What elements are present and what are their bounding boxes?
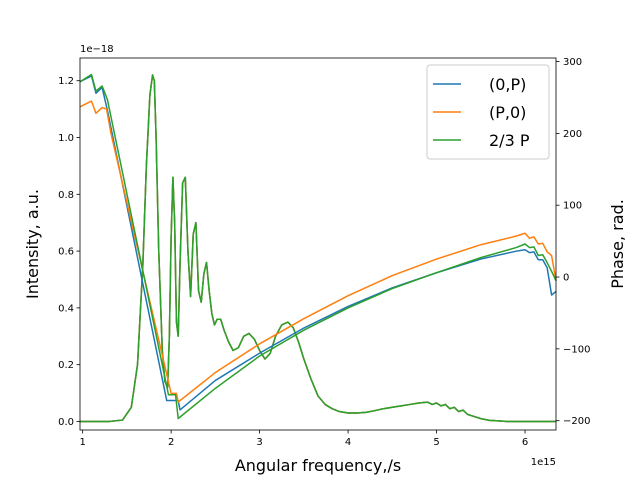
x-offset-label: 1e15: [531, 457, 556, 468]
legend-label: (0,P): [489, 75, 526, 94]
y-left-axis-ticks: 0.0 0.2 0.4 0.6 0.8 1.0 1.2: [58, 76, 80, 428]
x-axis-ticks: 1 2 3 4 5 6: [79, 430, 528, 448]
y-right-tick-label: 300: [563, 57, 582, 68]
phase-line-1: [79, 75, 557, 411]
legend: (0,P) (P,0) 2/3 P: [426, 64, 550, 160]
x-tick-label: 3: [256, 437, 262, 448]
series-layer: [79, 73, 557, 423]
x-tick-label: 5: [433, 437, 439, 448]
y-right-tick-label: 100: [563, 201, 582, 212]
y-right-tick-label: −200: [563, 416, 590, 427]
x-tick-label: 6: [522, 437, 528, 448]
x-tick-label: 1: [79, 437, 85, 448]
y-left-tick-label: 0.4: [58, 303, 74, 314]
y-right-tick-label: 200: [563, 129, 582, 140]
phase-line-3: [79, 73, 557, 420]
x-tick-label: 2: [168, 437, 174, 448]
y-left-offset-label: 1e−18: [80, 44, 114, 55]
y-left-tick-label: 0.0: [58, 417, 74, 428]
y-right-tick-label: −100: [563, 344, 590, 355]
y-left-tick-label: 0.2: [58, 360, 74, 371]
legend-label: 2/3 P: [489, 131, 530, 150]
legend-box: [426, 64, 550, 160]
x-axis-label: Angular frequency,/s: [235, 456, 401, 475]
y-right-tick-label: 0: [563, 273, 569, 284]
x-tick-label: 4: [345, 437, 351, 448]
y-left-axis-label: Intensity, a.u.: [23, 189, 42, 299]
intensity-line-3: [80, 74, 556, 423]
legend-label: (P,0): [489, 103, 526, 122]
y-right-axis-ticks: −200 −100 0 100 200 300: [556, 57, 590, 427]
plot-frame: [79, 57, 557, 431]
y-left-tick-label: 1.0: [58, 133, 74, 144]
phase-line-2: [79, 100, 557, 403]
y-left-tick-label: 0.6: [58, 247, 74, 258]
y-left-tick-label: 1.2: [58, 76, 74, 87]
y-right-axis-label: Phase, rad.: [608, 199, 627, 289]
y-left-tick-label: 0.8: [58, 190, 74, 201]
